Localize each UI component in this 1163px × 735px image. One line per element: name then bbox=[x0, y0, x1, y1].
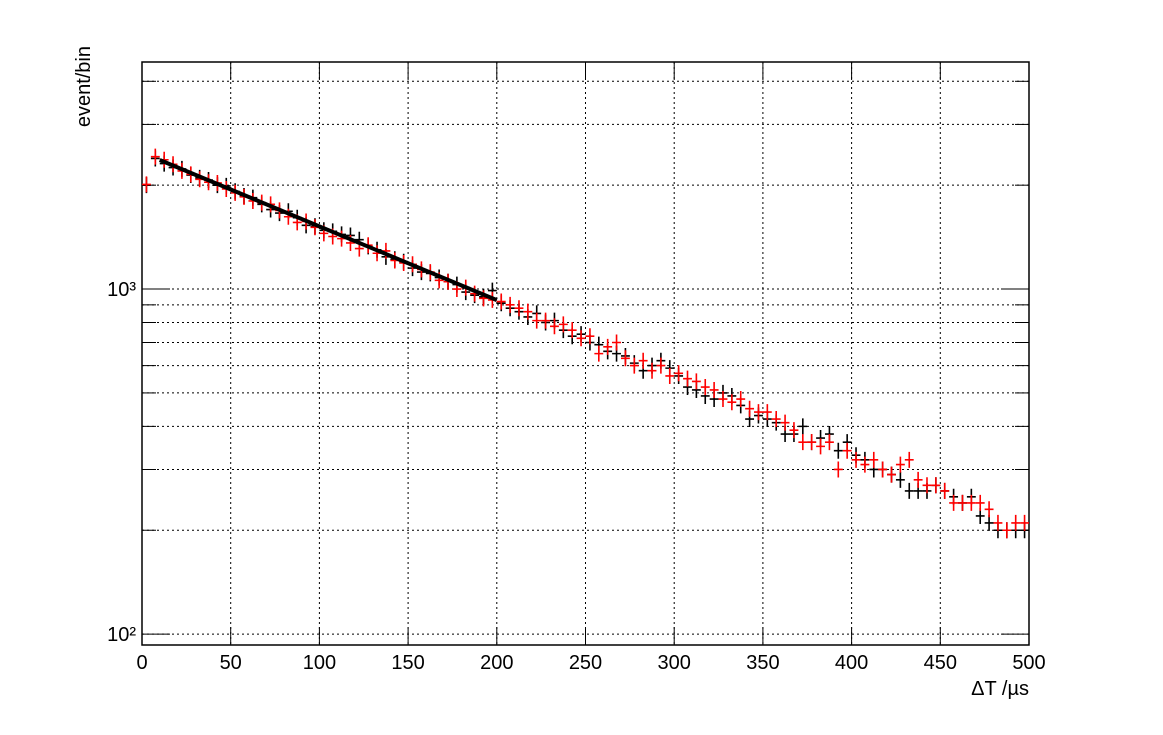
x-tick-label: 400 bbox=[835, 652, 868, 674]
x-tick-label: 100 bbox=[303, 652, 336, 674]
data-point bbox=[532, 312, 542, 329]
data-point bbox=[798, 418, 808, 435]
data-point bbox=[966, 494, 976, 511]
data-point bbox=[594, 345, 604, 362]
data-point bbox=[142, 176, 151, 193]
data-point bbox=[727, 394, 737, 411]
data-point bbox=[833, 461, 843, 478]
data-point bbox=[691, 373, 701, 390]
data-point bbox=[975, 494, 985, 511]
data-point bbox=[656, 357, 666, 374]
y-axis-title: event/bin bbox=[73, 46, 95, 127]
data-point bbox=[895, 471, 905, 488]
data-point bbox=[505, 296, 515, 313]
data-point bbox=[949, 494, 959, 511]
data-point bbox=[541, 312, 551, 329]
data-point bbox=[754, 404, 763, 421]
data-point bbox=[780, 414, 790, 431]
data-point bbox=[931, 477, 941, 494]
x-tick-label: 50 bbox=[220, 652, 242, 674]
data-point bbox=[984, 501, 994, 518]
x-tick-label: 250 bbox=[569, 652, 602, 674]
data-point bbox=[851, 451, 861, 468]
x-tick-label: 150 bbox=[391, 652, 424, 674]
data-point bbox=[895, 456, 905, 473]
data-point bbox=[718, 391, 728, 408]
data-point bbox=[842, 442, 852, 459]
plot-frame bbox=[141, 61, 1030, 646]
x-tick-label: 500 bbox=[1012, 652, 1045, 674]
data-point bbox=[674, 365, 684, 382]
data-point bbox=[958, 494, 967, 511]
data-point bbox=[567, 322, 577, 339]
data-point bbox=[620, 350, 630, 367]
data-point bbox=[496, 293, 506, 310]
x-axis-title: ΔT /µs bbox=[971, 678, 1029, 700]
data-point bbox=[904, 482, 914, 499]
data-point bbox=[878, 461, 888, 478]
data-point bbox=[629, 357, 639, 374]
data-point bbox=[887, 466, 896, 483]
data-point bbox=[514, 300, 524, 317]
data-point bbox=[550, 318, 559, 335]
data-point bbox=[771, 411, 781, 428]
data-point bbox=[807, 434, 817, 451]
data-point bbox=[940, 482, 950, 499]
data-point bbox=[762, 404, 772, 421]
data-point bbox=[993, 514, 1003, 531]
data-point bbox=[745, 400, 755, 417]
data-point bbox=[665, 367, 675, 384]
data-point bbox=[833, 442, 843, 459]
data-point bbox=[523, 303, 533, 320]
data-point bbox=[798, 434, 808, 451]
fit-line bbox=[158, 158, 498, 302]
data-point bbox=[612, 334, 621, 351]
data-point bbox=[904, 451, 914, 468]
data-point bbox=[1020, 514, 1029, 531]
data-point bbox=[984, 514, 994, 531]
data-point bbox=[647, 362, 657, 379]
data-point bbox=[585, 328, 595, 345]
data-point bbox=[1011, 514, 1021, 531]
data-point bbox=[700, 379, 710, 396]
data-point bbox=[683, 370, 692, 387]
data-point bbox=[922, 477, 932, 494]
data-point bbox=[736, 391, 746, 408]
data-point bbox=[824, 434, 834, 451]
data-point bbox=[816, 438, 825, 455]
data-point bbox=[576, 330, 586, 347]
x-tick-label: 450 bbox=[924, 652, 957, 674]
data-point bbox=[709, 381, 719, 398]
x-tick-label: 0 bbox=[136, 652, 147, 674]
x-tick-label: 300 bbox=[658, 652, 691, 674]
x-tick-label: 350 bbox=[746, 652, 779, 674]
data-point bbox=[1002, 522, 1012, 539]
data-point bbox=[860, 456, 870, 473]
y-tick-label: 10³ bbox=[107, 279, 136, 301]
data-point bbox=[913, 471, 923, 488]
x-tick-label: 200 bbox=[480, 652, 513, 674]
data-point bbox=[558, 316, 568, 333]
data-point bbox=[869, 451, 879, 468]
data-point bbox=[638, 352, 648, 369]
data-point bbox=[789, 422, 799, 439]
data-point bbox=[150, 148, 160, 165]
y-tick-label: 10² bbox=[107, 624, 136, 646]
data-point bbox=[603, 338, 613, 355]
